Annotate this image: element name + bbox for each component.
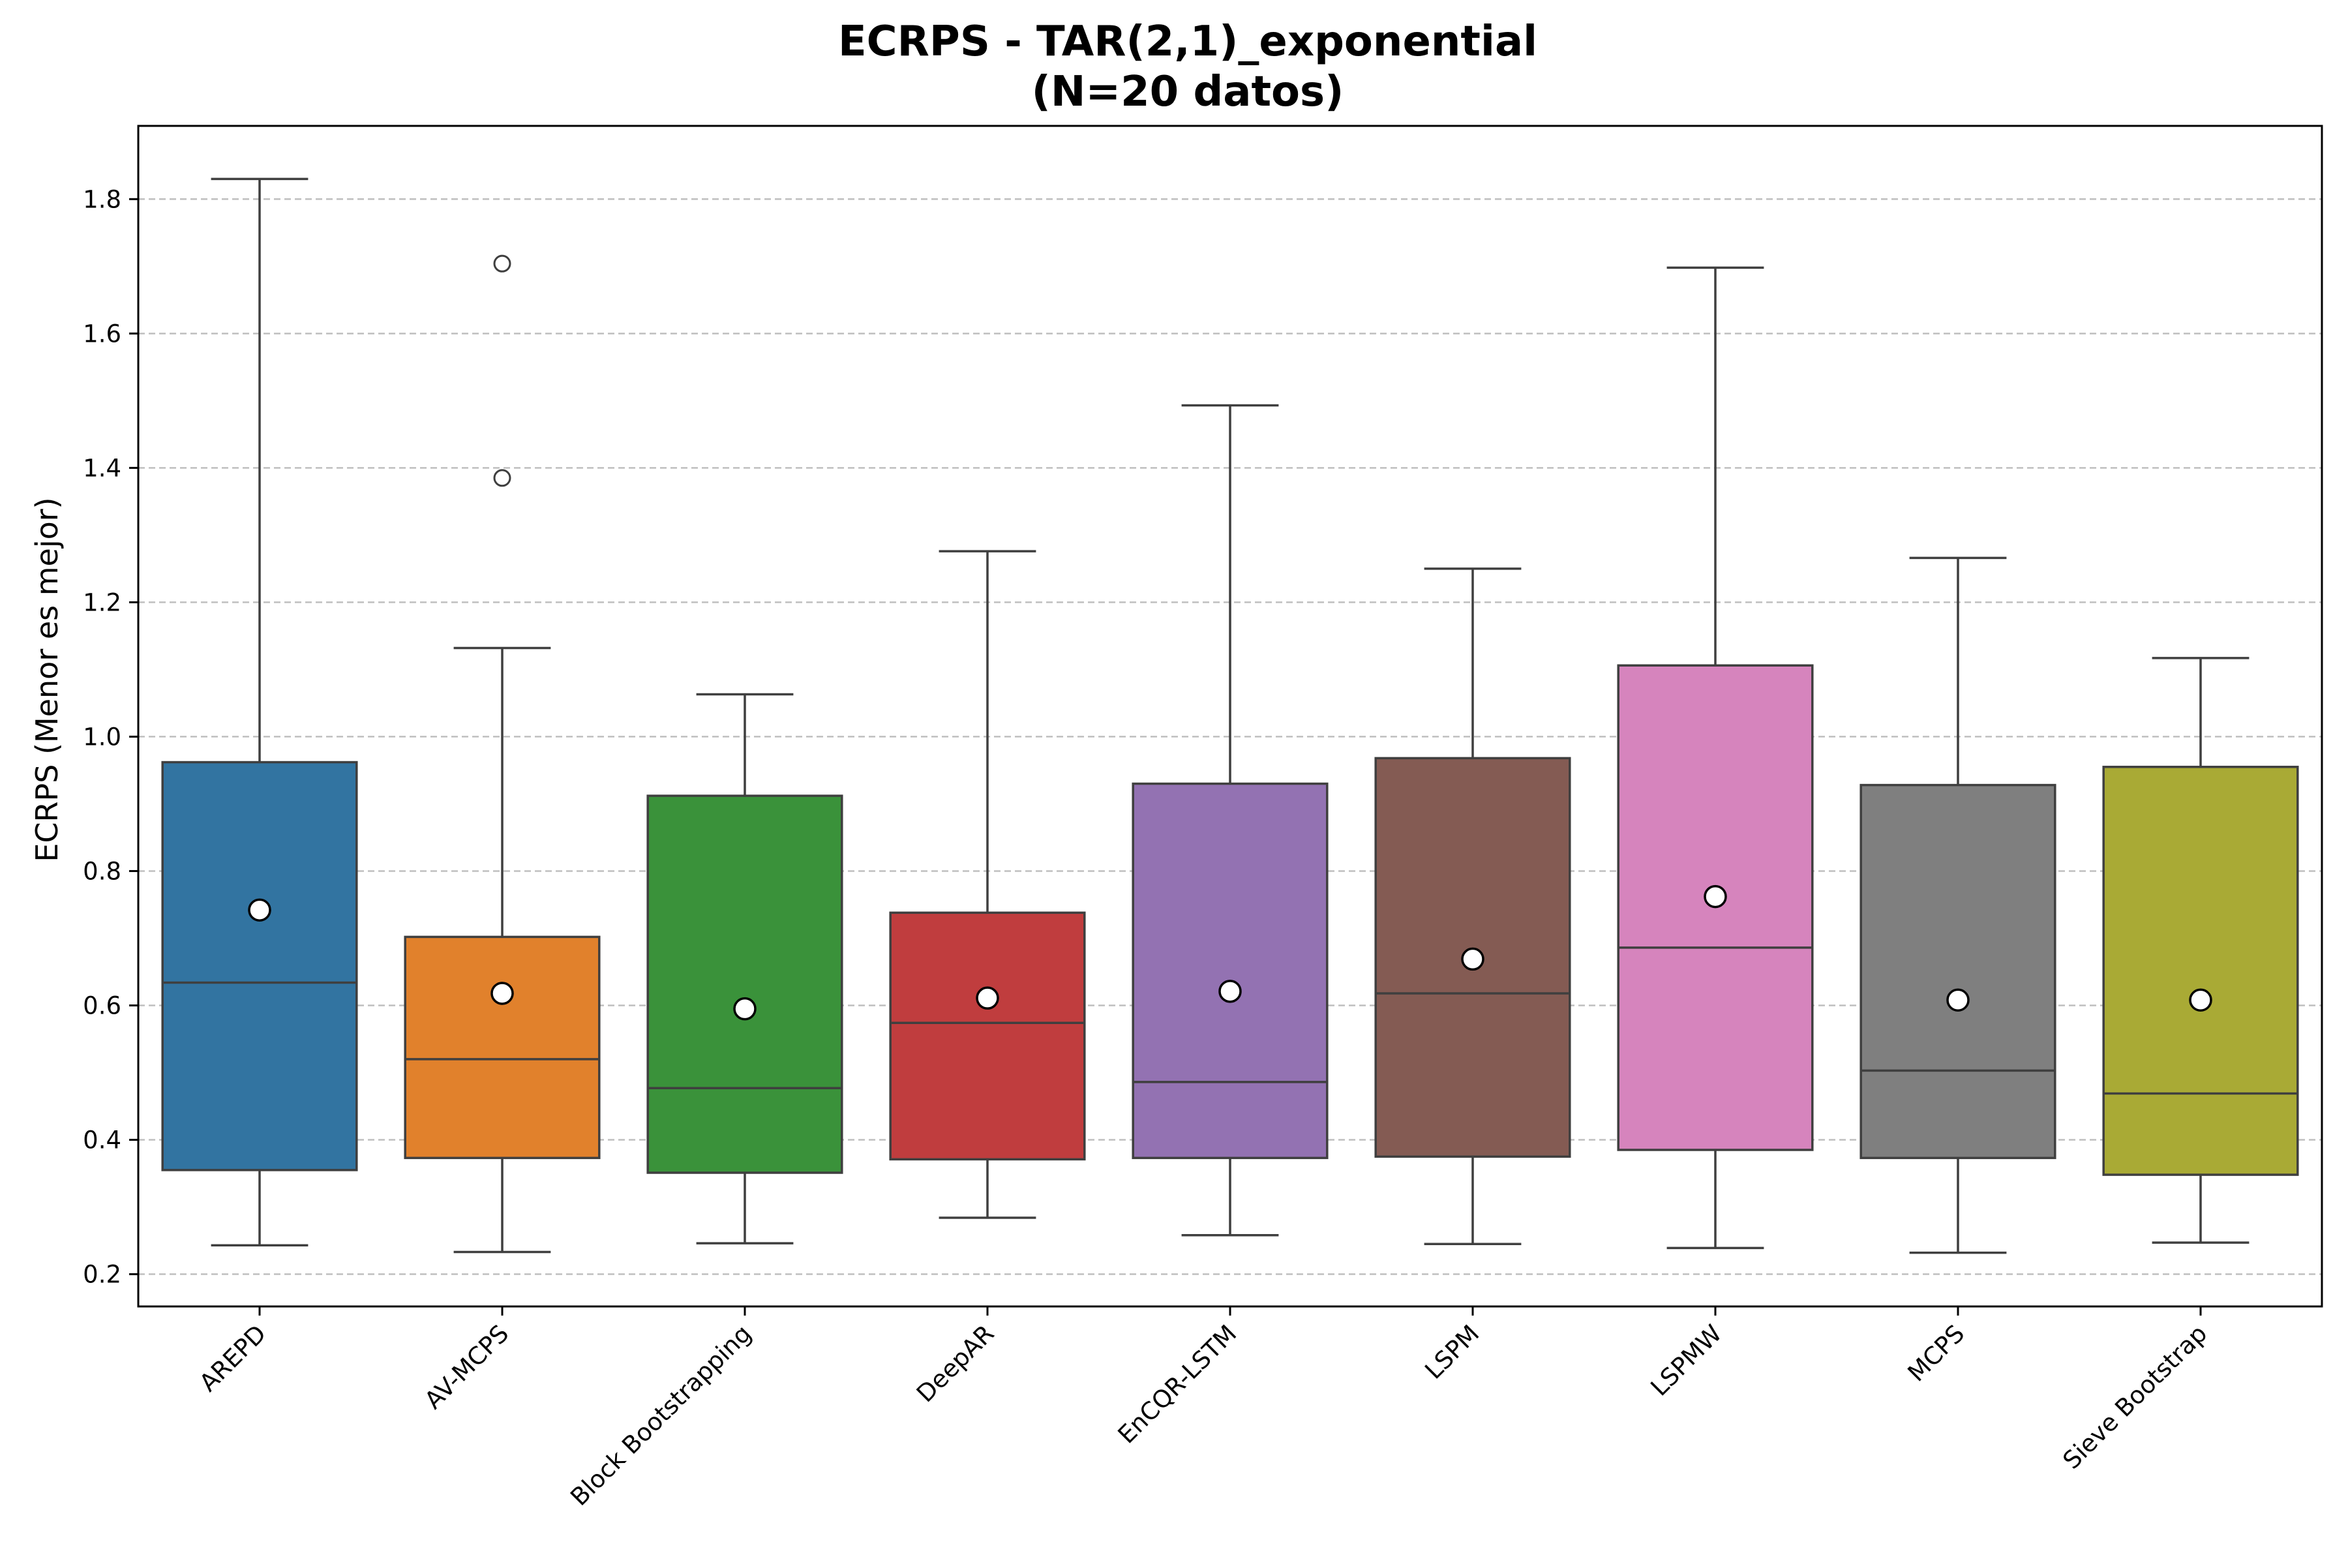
- box-group: [646, 693, 843, 1244]
- y-tick-label: 1.2: [83, 588, 121, 616]
- mean-marker: [1946, 988, 1970, 1012]
- iqr-box: [1132, 782, 1329, 1160]
- box-group: [1617, 266, 1814, 1250]
- chart-subtitle: (N=20 datos): [1032, 68, 1344, 116]
- box-group: [404, 254, 601, 1254]
- mean-marker: [1218, 980, 1242, 1003]
- box-group: [2102, 657, 2299, 1244]
- box-group: [889, 550, 1086, 1219]
- y-tick-label: 0.6: [83, 991, 121, 1019]
- chart-title: ECRPS - TAR(2,1)_exponential: [838, 18, 1537, 66]
- mean-marker: [490, 982, 514, 1005]
- iqr-box: [2102, 766, 2299, 1176]
- y-tick-label: 1.8: [83, 185, 121, 213]
- iqr-box: [1859, 783, 2056, 1160]
- mean-marker: [733, 997, 757, 1021]
- y-axis-label: ECRPS (Menor es mejor): [29, 497, 65, 862]
- box-group: [161, 177, 358, 1247]
- iqr-box: [161, 761, 358, 1171]
- outlier-point: [493, 254, 511, 273]
- iqr-box: [889, 911, 1086, 1161]
- iqr-box: [404, 935, 601, 1160]
- box-group: [1374, 567, 1571, 1245]
- box-group: [1132, 404, 1329, 1237]
- boxes-layer: [161, 177, 2299, 1254]
- y-tick-label: 0.4: [83, 1126, 121, 1154]
- y-tick-label: 0.8: [83, 857, 121, 885]
- y-tick-label: 1.0: [83, 723, 121, 751]
- outlier-point: [493, 469, 511, 487]
- y-tick-label: 1.6: [83, 320, 121, 348]
- mean-marker: [1704, 884, 1727, 909]
- mean-marker: [248, 898, 271, 922]
- y-tick-label: 1.4: [83, 454, 121, 482]
- y-tick-label: 0.2: [83, 1261, 121, 1289]
- mean-marker: [2189, 988, 2212, 1012]
- box-group: [1859, 556, 2056, 1254]
- iqr-box: [646, 794, 843, 1174]
- mean-marker: [976, 986, 999, 1010]
- mean-marker: [1461, 947, 1484, 971]
